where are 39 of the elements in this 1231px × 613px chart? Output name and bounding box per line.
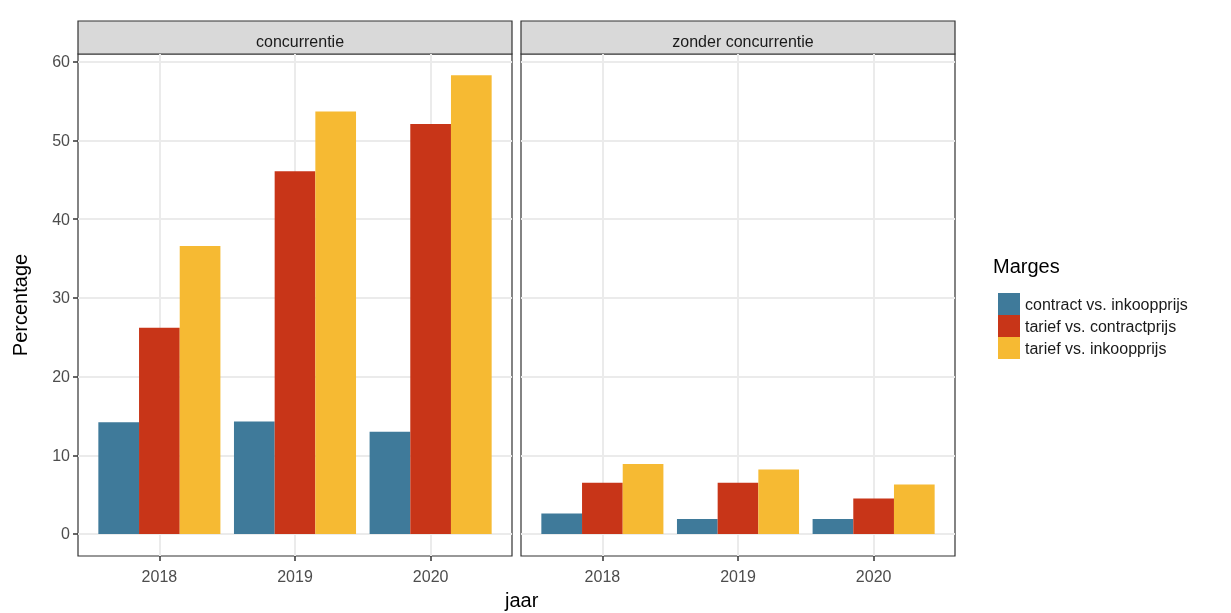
bar: [139, 327, 180, 534]
bar: [676, 519, 718, 534]
bar: [622, 463, 664, 534]
y-tick-label: 20: [52, 368, 71, 386]
bar: [541, 513, 583, 534]
legend-label: contract vs. inkoopprijs: [1025, 295, 1188, 313]
bar: [98, 422, 140, 534]
y-tick-label: 40: [52, 210, 71, 228]
x-tick-label: 2019: [720, 567, 756, 585]
legend-title: Marges: [993, 255, 1060, 277]
bar: [274, 171, 316, 534]
bar: [369, 431, 411, 534]
bar: [812, 519, 854, 534]
y-tick-label: 30: [52, 289, 71, 307]
x-axis-title: jaar: [504, 589, 539, 611]
y-tick-label: 0: [61, 525, 71, 543]
bar: [410, 124, 451, 534]
bar: [758, 469, 800, 534]
x-tick-label: 2020: [412, 567, 449, 585]
bar: [315, 111, 357, 534]
bar: [179, 245, 221, 534]
x-tick-label: 2019: [277, 567, 313, 585]
bar: [893, 484, 935, 534]
x-tick-label: 2018: [584, 567, 621, 585]
bar: [582, 482, 623, 534]
x-tick-label: 2020: [855, 567, 892, 585]
y-axis-title: Percentage: [9, 253, 31, 357]
chart-title: zonder concurrentie: [672, 32, 814, 50]
x-tick-label: 2018: [141, 567, 178, 585]
y-tick-label: 50: [52, 132, 71, 150]
chart-title: concurrentie: [255, 32, 345, 50]
bar: [853, 498, 894, 534]
bar: [450, 75, 492, 534]
bar: [233, 421, 275, 534]
y-tick-label: 10: [52, 446, 71, 464]
y-tick-label: 60: [52, 53, 71, 71]
bar: [717, 482, 759, 534]
legend-label: tarief vs. contractprijs: [1025, 317, 1177, 335]
legend-label: tarief vs. inkoopprijs: [1025, 339, 1167, 357]
